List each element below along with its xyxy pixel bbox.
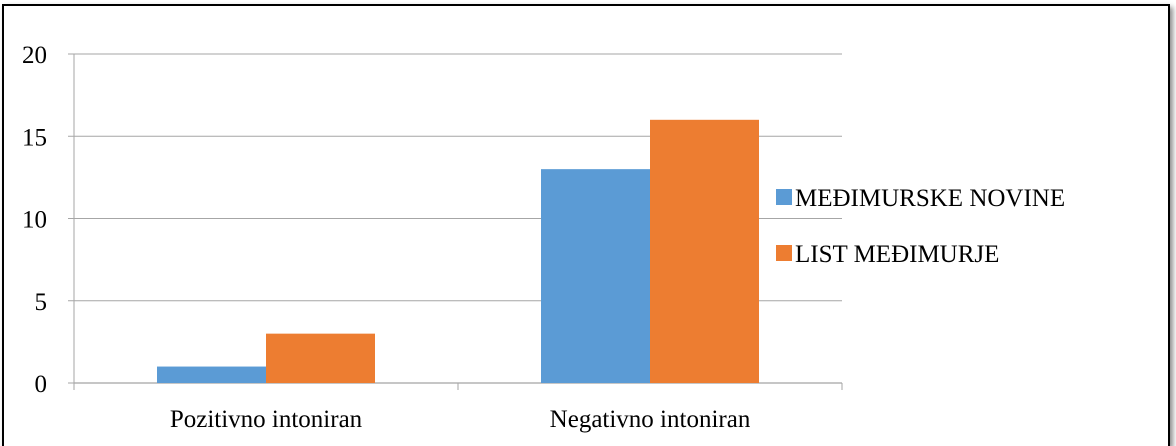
legend: MEĐIMURSKE NOVINE LIST MEĐIMURJE: [776, 185, 1065, 268]
bar-2-2: [650, 119, 759, 384]
x-tick-label: Negativno intoniran: [550, 406, 751, 433]
x-tick-label: Pozitivno intoniran: [170, 406, 363, 433]
y-tick-label: 0: [35, 371, 48, 398]
legend-swatch-1: [776, 189, 792, 205]
y-tick-label: 10: [22, 207, 47, 234]
y-tick-label: 20: [22, 42, 47, 69]
bar-1-1: [157, 366, 266, 383]
y-axis-ticks: 0 5 10 15 20: [22, 42, 47, 398]
y-tick-label: 5: [35, 289, 48, 316]
bars: [157, 119, 759, 384]
legend-swatch-2: [776, 245, 792, 261]
bar-1-2: [541, 169, 650, 383]
y-tick-label: 15: [22, 124, 47, 151]
legend-label-1: MEĐIMURSKE NOVINE: [795, 185, 1065, 212]
bar-2-1: [266, 333, 375, 383]
legend-label-2: LIST MEĐIMURJE: [795, 241, 999, 268]
x-axis: Pozitivno intoniran Negativno intoniran: [73, 383, 843, 433]
